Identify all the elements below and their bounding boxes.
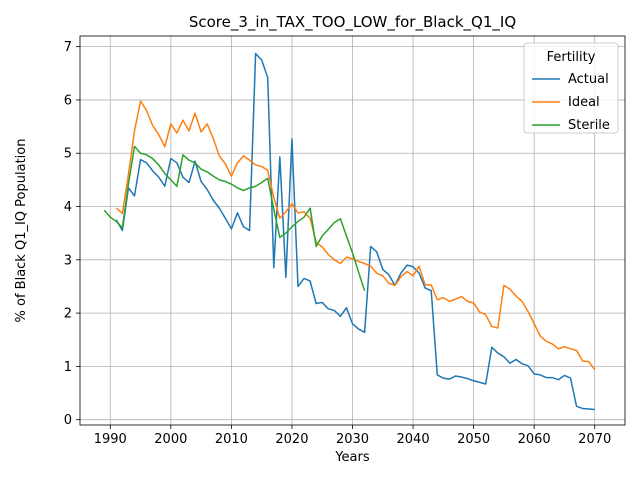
- y-tick-label: 2: [64, 307, 72, 322]
- y-tick-label: 6: [64, 93, 72, 108]
- legend-label-ideal: Ideal: [568, 95, 600, 110]
- x-tick-label: 2010: [215, 432, 248, 447]
- legend-label-sterile: Sterile: [568, 118, 610, 133]
- x-tick-label: 2060: [518, 432, 551, 447]
- y-axis-title: % of Black Q1_IQ Population: [14, 139, 29, 323]
- x-tick-label: 2070: [578, 432, 611, 447]
- chart-title: Score_3_in_TAX_TOO_LOW_for_Black_Q1_IQ: [189, 13, 516, 32]
- x-axis-title: Years: [334, 450, 370, 465]
- y-tick-label: 3: [64, 253, 72, 268]
- legend-label-actual: Actual: [568, 72, 609, 87]
- x-tick-label: 2040: [397, 432, 430, 447]
- x-tick-label: 2050: [457, 432, 490, 447]
- legend-title: Fertility: [547, 50, 596, 65]
- y-tick-label: 7: [64, 40, 72, 55]
- x-tick-label: 2020: [275, 432, 308, 447]
- x-tick-label: 2030: [336, 432, 369, 447]
- x-tick-label: 2000: [154, 432, 187, 447]
- x-tick-label: 1990: [94, 432, 127, 447]
- legend: Fertility Actual Ideal Sterile: [524, 43, 618, 133]
- y-tick-label: 0: [64, 413, 72, 428]
- y-tick-label: 5: [64, 147, 72, 162]
- y-tick-label: 4: [64, 200, 72, 215]
- y-tick-label: 1: [64, 360, 72, 375]
